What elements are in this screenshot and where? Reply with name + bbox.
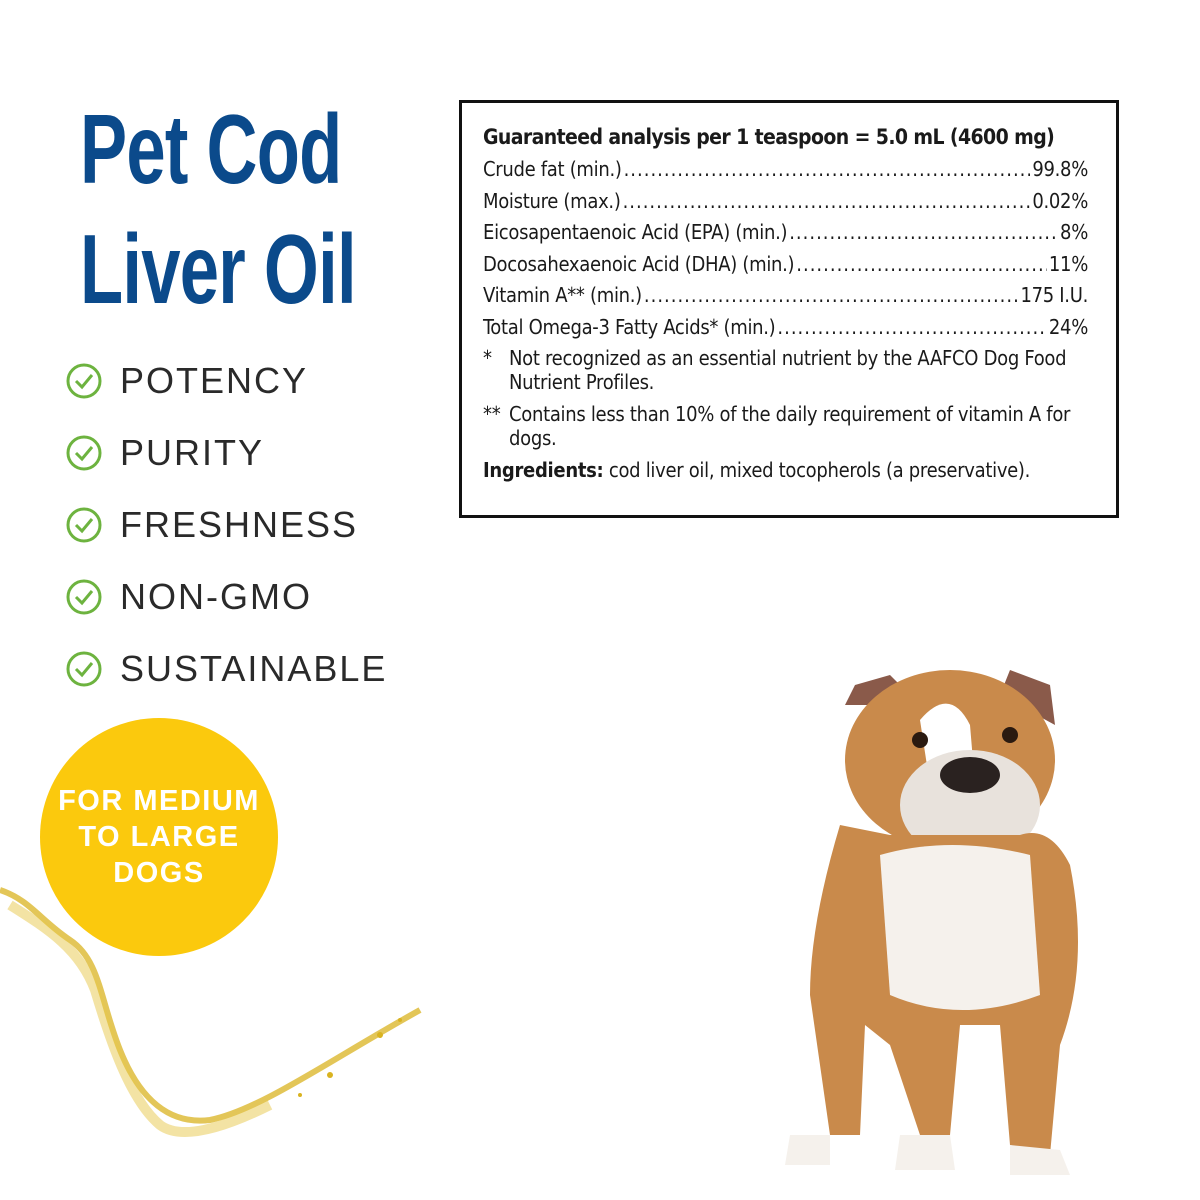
analysis-row: Docosahexaenoic Acid (DHA) (min.) 11% (483, 252, 1088, 284)
badge-line-1: FOR MEDIUM (58, 785, 260, 817)
row-label: Crude fat (min.) (483, 157, 622, 181)
feature-item: SUSTAINABLE (66, 633, 387, 705)
footnote: * Not recognized as an essential nutrient… (483, 346, 1088, 394)
feature-item: FRESHNESS (66, 489, 387, 561)
oil-splash-image (0, 887, 422, 1138)
analysis-row: Moisture (max.) 0.02% (483, 189, 1088, 221)
footnote-marker: * (483, 346, 492, 370)
row-label: Vitamin A** (min.) (483, 283, 642, 307)
row-label: Docosahexaenoic Acid (DHA) (min.) (483, 251, 795, 276)
analysis-heading: Guaranteed analysis per 1 teaspoon = 5.0… (483, 125, 1055, 149)
ingredients: Ingredients: cod liver oil, mixed tocoph… (483, 458, 1088, 482)
check-circle-icon (66, 579, 102, 615)
guaranteed-analysis-panel: Guaranteed analysis per 1 teaspoon = 5.0… (459, 100, 1119, 518)
feature-label: FRESHNESS (120, 504, 359, 545)
row-label: Eicosapentaenoic Acid (EPA) (min.) (483, 220, 788, 244)
badge-line-2: TO LARGE (78, 821, 240, 853)
row-value: 24% (1048, 314, 1088, 339)
ingredients-text: cod liver oil, mixed tocopherols (a pres… (603, 458, 1031, 482)
title-line-1: Pet Cod (80, 94, 342, 204)
check-circle-icon (66, 435, 102, 471)
feature-label: POTENCY (120, 360, 309, 401)
size-badge: FOR MEDIUM TO LARGE DOGS (40, 718, 278, 956)
feature-label: SUSTAINABLE (120, 648, 388, 689)
analysis-row: Total Omega-3 Fatty Acids* (min.) 24% (483, 315, 1088, 347)
analysis-row: Crude fat (min.) 99.8% (483, 157, 1088, 189)
title-line-2: Liver Oil (80, 214, 357, 324)
feature-label: NON-GMO (120, 576, 312, 617)
check-circle-icon (66, 651, 102, 687)
row-label: Total Omega-3 Fatty Acids* (min.) (483, 314, 776, 339)
ingredients-label: Ingredients: (483, 458, 604, 482)
row-value: 175 I.U. (1020, 283, 1088, 307)
row-value: 8% (1060, 220, 1088, 244)
row-label: Moisture (max.) (483, 188, 621, 213)
footnote-text: Contains less than 10% of the daily requ… (509, 402, 1071, 450)
bulldog-image (785, 670, 1078, 1175)
feature-item: PURITY (66, 417, 387, 489)
footnote: ** Contains less than 10% of the daily re… (483, 402, 1088, 450)
row-value: 0.02% (1032, 188, 1088, 213)
footnote-marker: ** (483, 402, 501, 426)
analysis-row: Eicosapentaenoic Acid (EPA) (min.) 8% (483, 220, 1088, 252)
feature-label: PURITY (120, 432, 265, 473)
check-circle-icon (66, 507, 102, 543)
row-value: 99.8% (1032, 157, 1088, 181)
check-circle-icon (66, 363, 102, 399)
feature-item: POTENCY (66, 345, 387, 417)
analysis-row: Vitamin A** (min.) 175 I.U. (483, 283, 1088, 315)
feature-list: POTENCY PURITY FRESHNESS NON-GMO SUSTAIN… (66, 345, 387, 705)
row-value: 11% (1048, 251, 1088, 276)
footnote-text: Not recognized as an essential nutrient … (509, 346, 1067, 394)
feature-item: NON-GMO (66, 561, 387, 633)
badge-line-3: DOGS (113, 857, 205, 889)
